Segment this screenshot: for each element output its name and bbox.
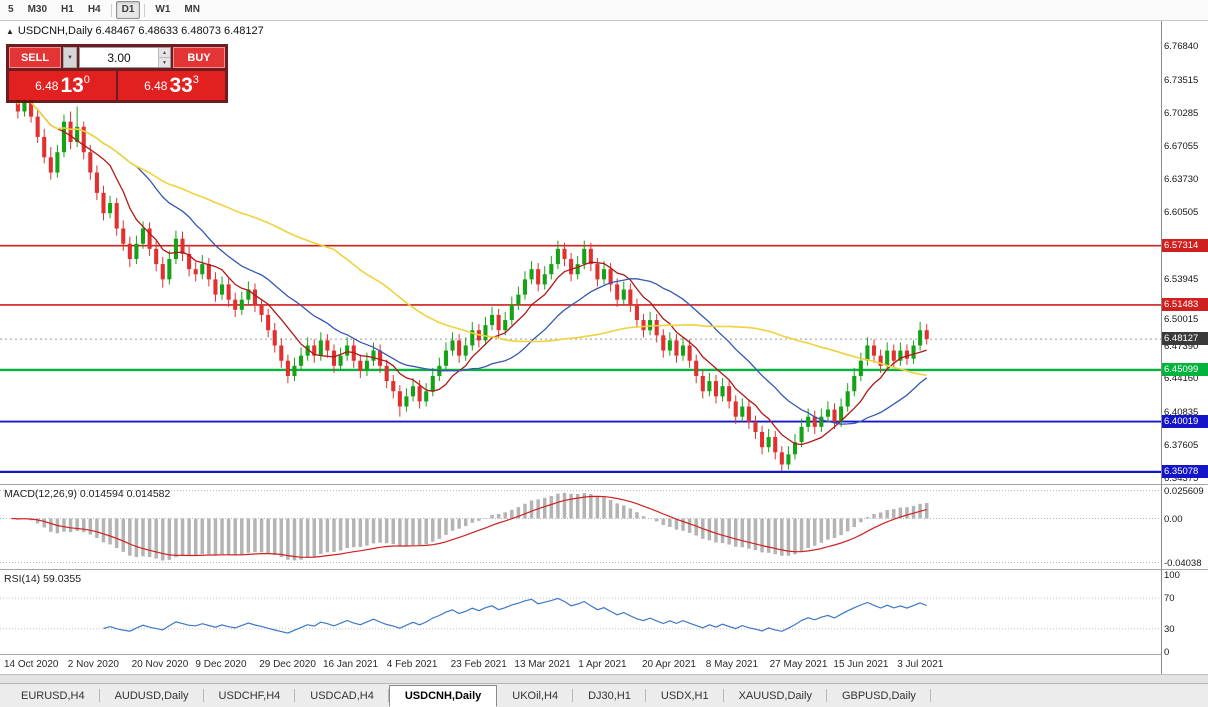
time-label: 1 Apr 2021 bbox=[578, 659, 627, 670]
time-label: 9 Dec 2020 bbox=[195, 659, 247, 670]
candlestick-chart-svg[interactable] bbox=[0, 21, 1161, 484]
macd-panel[interactable]: MACD(12,26,9) 0.014594 0.014582 bbox=[0, 484, 1161, 569]
rsi-label: RSI(14) 59.0355 bbox=[4, 573, 82, 585]
one-click-trade-panel: SELL ▼ ▲ ▼ BUY 6.48 bbox=[6, 44, 228, 103]
time-label: 13 Mar 2021 bbox=[514, 659, 571, 670]
chart-window: ▲ USDCNH,Daily 6.48467 6.48633 6.48073 6… bbox=[0, 21, 1208, 674]
chart-tab-usdx[interactable]: USDX,H1 bbox=[646, 684, 724, 707]
price-tick: 6.76840 bbox=[1164, 41, 1199, 52]
chart-tab-audusd[interactable]: AUDUSD,Daily bbox=[100, 684, 204, 707]
toolbar-separator bbox=[144, 3, 146, 17]
timeframe-button-w1[interactable]: W1 bbox=[155, 4, 171, 15]
timeframe-button-mn[interactable]: MN bbox=[184, 4, 200, 15]
price-tick: 6.63730 bbox=[1164, 174, 1199, 186]
horizontal-scroll-area[interactable] bbox=[0, 674, 1208, 683]
symbol-info-text: USDCNH,Daily 6.48467 6.48633 6.48073 6.4… bbox=[17, 25, 264, 37]
rsi-svg[interactable] bbox=[0, 570, 1161, 654]
chart-tab-usdchf[interactable]: USDCHF,H4 bbox=[204, 684, 296, 707]
chart-tab-xauusd[interactable]: XAUUSD,Daily bbox=[724, 684, 828, 707]
sell-button[interactable]: SELL bbox=[9, 47, 61, 68]
macd-tick: -0.04038 bbox=[1164, 557, 1202, 569]
chart-tab-eurusd[interactable]: EURUSD,H4 bbox=[6, 684, 100, 707]
time-label: 2 Nov 2020 bbox=[67, 659, 119, 670]
macd-tick: 0.025609 bbox=[1164, 485, 1204, 497]
volume-input[interactable] bbox=[80, 48, 158, 67]
price-tick: 6.37605 bbox=[1164, 440, 1199, 452]
time-label: 16 Jan 2021 bbox=[323, 659, 379, 670]
toolbar-separator bbox=[110, 3, 112, 17]
spin-down-icon[interactable]: ▼ bbox=[158, 58, 170, 67]
price-tick: 6.67055 bbox=[1164, 140, 1199, 152]
sell-price-pip: 0 bbox=[83, 74, 90, 86]
main-chart-panel[interactable]: ▲ USDCNH,Daily 6.48467 6.48633 6.48073 6… bbox=[0, 21, 1161, 484]
collapse-arrow-icon[interactable]: ▲ bbox=[6, 26, 14, 36]
rsi-tick: 30 bbox=[1164, 623, 1175, 635]
time-label: 14 Oct 2020 bbox=[4, 659, 59, 670]
price-tick: 6.34375 bbox=[1164, 472, 1199, 484]
price-tick: 6.40835 bbox=[1164, 407, 1199, 419]
time-label: 27 May 2021 bbox=[769, 659, 828, 670]
volume-spinner[interactable]: ▲ ▼ bbox=[158, 48, 170, 67]
rsi-tick: 0 bbox=[1164, 647, 1170, 658]
time-label: 8 May 2021 bbox=[705, 659, 759, 670]
chart-tab-usdcad[interactable]: USDCAD,H4 bbox=[295, 684, 389, 707]
macd-svg[interactable] bbox=[0, 485, 1161, 569]
chart-tab-bar: EURUSD,H4 AUDUSD,Daily USDCHF,H4 USDCAD,H4 U… bbox=[0, 683, 1208, 707]
hline-price-tag[interactable]: 6.40019 bbox=[1162, 414, 1208, 428]
timeframe-button-5[interactable]: 5 bbox=[8, 4, 14, 15]
rsi-tick: 70 bbox=[1164, 593, 1175, 605]
volume-field: ▲ ▼ bbox=[79, 47, 171, 68]
chart-tab-dj30[interactable]: DJ30,H1 bbox=[573, 684, 646, 707]
price-scale-macd: 0.025609 0.00 -0.04038 bbox=[1162, 484, 1208, 569]
price-tick: 6.44160 bbox=[1164, 373, 1199, 385]
price-tick: 6.60505 bbox=[1164, 207, 1199, 219]
symbol-ohlc-label: ▲ USDCNH,Daily 6.48467 6.48633 6.48073 6… bbox=[6, 25, 264, 37]
chart-tab-gbpusd[interactable]: GBPUSD,Daily bbox=[827, 684, 931, 707]
buy-price-base: 6.48 bbox=[144, 78, 168, 93]
sell-price-big: 13 bbox=[60, 74, 84, 97]
time-label: 4 Feb 2021 bbox=[386, 659, 438, 670]
spin-up-icon[interactable]: ▲ bbox=[158, 48, 170, 58]
time-label: 3 Jul 2021 bbox=[897, 659, 944, 670]
time-label: 15 Jun 2021 bbox=[833, 659, 889, 670]
price-tick: 6.50015 bbox=[1164, 313, 1199, 325]
buy-button[interactable]: BUY bbox=[173, 47, 225, 68]
price-tick: 6.70285 bbox=[1164, 107, 1199, 119]
price-tick: 6.73515 bbox=[1164, 74, 1199, 86]
time-label: 20 Apr 2021 bbox=[642, 659, 696, 670]
buy-price-display[interactable]: 6.48 33 3 bbox=[118, 71, 225, 100]
chart-tab-ukoil[interactable]: UKOil,H4 bbox=[497, 684, 573, 707]
price-scale-main: 6.76840 6.73515 6.70285 6.67055 6.63730 6.605… bbox=[1162, 21, 1208, 484]
rsi-panel[interactable]: RSI(14) 59.0355 bbox=[0, 569, 1161, 654]
hline-price-tag[interactable]: 6.57314 bbox=[1162, 238, 1208, 252]
time-label: 20 Nov 2020 bbox=[131, 659, 189, 670]
rsi-tick: 100 bbox=[1164, 570, 1180, 581]
macd-tick: 0.00 bbox=[1164, 513, 1183, 525]
sell-price-display[interactable]: 6.48 13 0 bbox=[9, 71, 116, 100]
buy-price-pip: 3 bbox=[192, 74, 199, 86]
hline-price-tag[interactable]: 6.45099 bbox=[1162, 362, 1208, 376]
timeframe-button-m30[interactable]: M30 bbox=[27, 4, 48, 15]
time-label: 23 Feb 2021 bbox=[450, 659, 507, 670]
current-price-tag[interactable]: 6.48127 bbox=[1162, 332, 1208, 346]
chart-tab-usdcnh[interactable]: USDCNH,Daily bbox=[388, 685, 498, 707]
time-axis[interactable]: 14 Oct 2020 2 Nov 2020 20 Nov 2020 9 Dec 20… bbox=[0, 654, 1161, 674]
macd-label: MACD(12,26,9) 0.014594 0.014582 bbox=[4, 488, 171, 500]
price-scale-rsi: 100 70 30 0 bbox=[1162, 569, 1208, 658]
price-scale[interactable]: 6.76840 6.73515 6.70285 6.67055 6.63730 6.605… bbox=[1161, 21, 1208, 674]
hline-price-tag[interactable]: 6.35078 bbox=[1162, 464, 1208, 478]
timeframe-toolbar: 5 M30 H1 H4 D1 W1 MN bbox=[0, 0, 1208, 21]
buy-price-big: 33 bbox=[169, 74, 193, 97]
timeframe-button-h1[interactable]: H1 bbox=[61, 4, 74, 15]
chevron-down-icon: ▼ bbox=[67, 54, 73, 61]
time-label: 29 Dec 2020 bbox=[259, 659, 316, 670]
hline-price-tag[interactable]: 6.51483 bbox=[1162, 297, 1208, 311]
volume-dropdown-button[interactable]: ▼ bbox=[63, 47, 77, 68]
price-tick: 6.53945 bbox=[1164, 273, 1199, 285]
price-tick: 6.47390 bbox=[1164, 340, 1199, 352]
timeframe-button-d1[interactable]: D1 bbox=[115, 1, 141, 19]
sell-price-base: 6.48 bbox=[35, 78, 59, 93]
timeframe-button-h4[interactable]: H4 bbox=[87, 4, 101, 15]
